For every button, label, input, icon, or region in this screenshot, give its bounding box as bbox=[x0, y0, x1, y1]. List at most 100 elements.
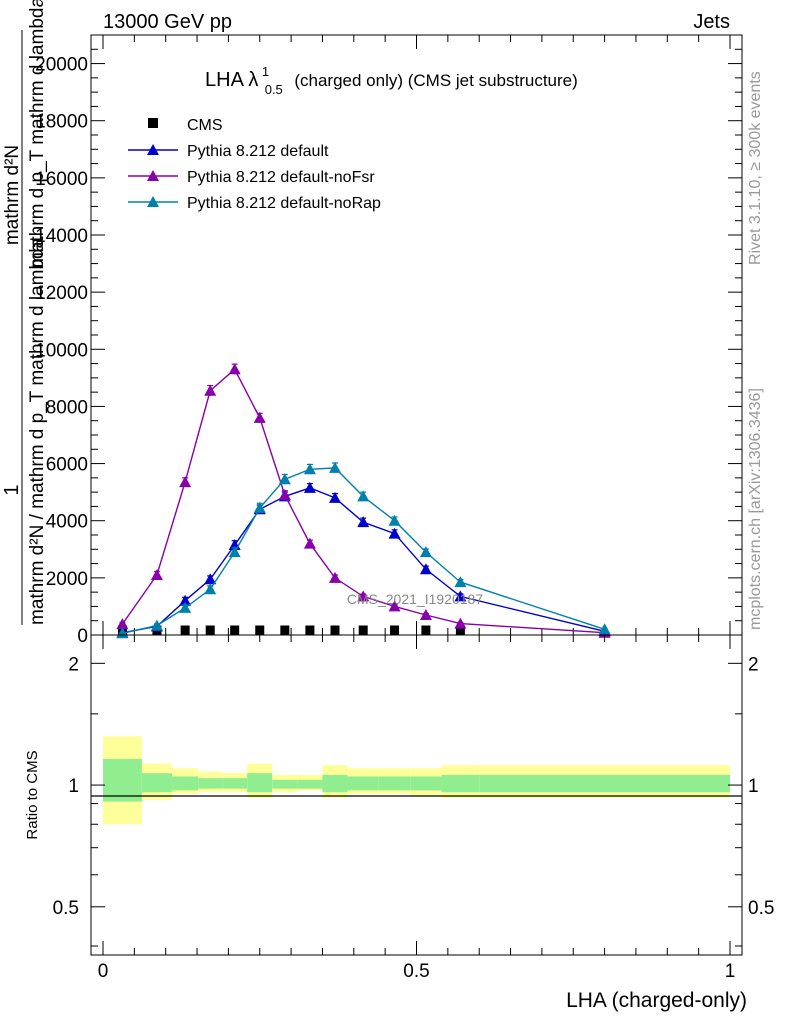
legend-label-default: Pythia 8.212 default bbox=[187, 143, 329, 160]
data-point-pythia-8-212-default bbox=[303, 481, 316, 493]
data-point-pythia-8-212-default-norap bbox=[150, 619, 163, 631]
ratio-y-tick-label: 2 bbox=[68, 654, 79, 675]
y-axis-label: 1 mathrm d²N mathrm d²N / mathrm d p_T m… bbox=[1, 0, 48, 625]
main-y-ticks: 0 2000 4000 6000 8000 10000 12000 14000 16000 180… bbox=[35, 34, 742, 647]
ratio-band-inner bbox=[479, 774, 730, 793]
data-point-pythia-8-212-default-norap bbox=[598, 623, 611, 635]
data-point-cms bbox=[230, 625, 240, 635]
ratio-y-tick-label-right: 0.5 bbox=[748, 898, 774, 919]
data-point-pythia-8-212-default-norap bbox=[454, 576, 467, 588]
data-point-pythia-8-212-default bbox=[179, 594, 192, 606]
y-tick-label: 12000 bbox=[35, 283, 88, 304]
data-point-pythia-8-212-default-nofsr bbox=[454, 617, 467, 629]
ratio-y-tick-label-right: 2 bbox=[748, 654, 759, 675]
series-line-pythia-8-212-default-norap bbox=[122, 467, 605, 634]
data-point-pythia-8-212-default-norap bbox=[179, 601, 192, 613]
header-left: 13000 GeV pp bbox=[103, 11, 232, 33]
data-point-pythia-8-212-default-norap bbox=[388, 514, 401, 526]
y-tick-label: 20000 bbox=[35, 55, 88, 76]
x-tick-label: 0.5 bbox=[403, 961, 429, 982]
data-point-pythia-8-212-default-nofsr bbox=[388, 600, 401, 612]
plot-title: LHA λ 1 0.5 (charged only) (CMS jet subs… bbox=[205, 59, 578, 99]
y-tick-label: 14000 bbox=[35, 226, 88, 247]
data-point-pythia-8-212-default-nofsr bbox=[228, 363, 241, 375]
data-point-pythia-8-212-default-nofsr bbox=[116, 618, 129, 630]
y-axis-label-overlap: mathrm d p_T mathrm d lambda bbox=[27, 0, 48, 268]
ratio-band-inner bbox=[441, 774, 480, 793]
data-point-cms bbox=[305, 625, 315, 635]
data-point-pythia-8-212-default-norap bbox=[328, 461, 341, 473]
data-point-pythia-8-212-default-norap bbox=[419, 546, 432, 558]
plot-title-sub: 0.5 bbox=[265, 82, 283, 97]
data-point-pythia-8-212-default bbox=[388, 527, 401, 539]
main-series bbox=[116, 363, 611, 639]
data-point-pythia-8-212-default-norap bbox=[116, 627, 129, 639]
ratio-band-inner bbox=[378, 776, 411, 791]
y-axis-label-denominator: mathrm d²N / mathrm d p_T mathrm d lambd… bbox=[27, 237, 48, 625]
ratio-ticks: 0 0.5 1 0.5 0.5 1 1 2 2 bbox=[53, 635, 774, 982]
y-tick-label: 10000 bbox=[35, 340, 88, 361]
data-point-cms bbox=[205, 625, 215, 635]
data-point-pythia-8-212-default-nofsr bbox=[328, 571, 341, 583]
data-point-cms bbox=[180, 625, 190, 635]
data-point-cms bbox=[421, 625, 431, 635]
data-point-pythia-8-212-default bbox=[419, 563, 432, 575]
data-point-pythia-8-212-default-norap bbox=[204, 583, 217, 595]
plot-title-sup: 1 bbox=[262, 64, 269, 79]
data-point-pythia-8-212-default-nofsr bbox=[278, 489, 291, 500]
y-tick-label: 0 bbox=[77, 626, 88, 647]
data-point-pythia-8-212-default-nofsr bbox=[204, 384, 217, 396]
legend: CMS Pythia 8.212 default Pythia 8.212 de… bbox=[128, 117, 381, 212]
x-tick-label: 0 bbox=[98, 961, 109, 982]
data-point-cms bbox=[358, 625, 368, 635]
data-point-cms bbox=[455, 625, 465, 635]
data-point-pythia-8-212-default bbox=[454, 590, 467, 602]
ratio-band-inner bbox=[103, 758, 142, 802]
legend-marker-default bbox=[147, 144, 159, 155]
watermark: CMS_2021_I1920187 bbox=[347, 591, 483, 607]
ratio-plot-panel: 0 0.5 1 0.5 0.5 1 1 2 2 Ratio to CMS LHA (charge… bbox=[24, 634, 774, 1012]
x-axis-label: LHA (charged-only) bbox=[566, 989, 747, 1012]
main-plot-panel: 0 2000 4000 6000 8000 10000 12000 14000 16000 180… bbox=[1, 0, 743, 647]
series-line-pythia-8-212-default bbox=[122, 487, 605, 634]
data-point-pythia-8-212-default-norap bbox=[228, 546, 241, 558]
legend-label-norap: Pythia 8.212 default-noRap bbox=[187, 195, 381, 212]
y-axis-label-numerator: mathrm d²N bbox=[2, 145, 23, 245]
y-tick-label: 16000 bbox=[35, 169, 88, 190]
data-point-cms bbox=[390, 625, 400, 635]
data-point-cms bbox=[280, 625, 290, 635]
ratio-band-inner bbox=[297, 779, 323, 789]
data-point-pythia-8-212-default-norap bbox=[278, 473, 291, 485]
ratio-band-inner bbox=[198, 778, 223, 789]
series-line-pythia-8-212-default-nofsr bbox=[121, 368, 605, 634]
data-point-pythia-8-212-default-norap bbox=[303, 463, 316, 475]
data-point-pythia-8-212-default-norap bbox=[357, 490, 370, 502]
ratio-band-inner bbox=[247, 773, 273, 793]
data-point-pythia-8-212-default bbox=[328, 491, 341, 503]
side-label-mcplots: mcplots.cern.ch [arXiv:1306.3436] bbox=[747, 388, 764, 630]
ratio-band-inner bbox=[171, 776, 199, 791]
ratio-band-inner bbox=[410, 776, 442, 791]
data-point-pythia-8-212-default-norap bbox=[253, 501, 266, 513]
data-point-pythia-8-212-default-nofsr bbox=[179, 476, 192, 488]
data-point-cms bbox=[255, 625, 265, 635]
side-label-rivet: Rivet 3.1.10, ≥ 300k events bbox=[747, 71, 764, 265]
data-point-pythia-8-212-default-nofsr bbox=[357, 590, 370, 602]
y-tick-label: 4000 bbox=[46, 512, 88, 533]
ratio-band-inner bbox=[141, 773, 172, 793]
data-point-pythia-8-212-default-nofsr bbox=[303, 537, 316, 549]
y-axis-label-one: 1 bbox=[1, 484, 23, 495]
y-tick-label: 8000 bbox=[46, 397, 88, 418]
x-tick-label: 1 bbox=[725, 961, 736, 982]
legend-label-nofsr: Pythia 8.212 default-noFsr bbox=[187, 169, 375, 186]
ratio-band-inner bbox=[347, 776, 379, 791]
header-right: Jets bbox=[693, 11, 730, 33]
plot-title-rest: (charged only) (CMS jet substructure) bbox=[294, 71, 577, 90]
ratio-y-tick-label: 0.5 bbox=[53, 898, 79, 919]
ratio-bands bbox=[103, 736, 730, 825]
y-tick-label: 6000 bbox=[46, 455, 88, 476]
data-point-pythia-8-212-default-nofsr bbox=[419, 609, 432, 620]
data-point-cms bbox=[330, 625, 340, 635]
main-x-ticks bbox=[102, 35, 731, 635]
